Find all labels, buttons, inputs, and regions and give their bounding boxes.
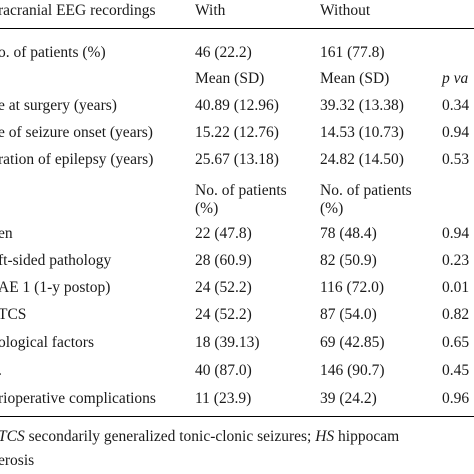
table-footnote-line2: erosis [0,452,35,469]
row-label: ration of epilepsy (years) [0,151,154,168]
without-value: 69 (42.85) [320,334,385,351]
with-value: 22 (47.8) [195,225,252,242]
with-value: 40.89 (12.96) [195,97,279,114]
row-label: TCS [0,306,27,323]
p-value: p va [442,70,469,87]
p-value: 0.82 [442,306,470,323]
without-value: 14.53 (10.73) [320,124,404,141]
p-value: 0.96 [442,390,470,407]
p-value: 0.23 [442,252,470,269]
with-value: 18 (39.13) [195,334,260,351]
row-label: e at surgery (years) [0,97,117,114]
footnote-def-tcs: secondarily generalized tonic-clonic sei… [24,428,316,445]
without-value: 116 (72.0) [320,279,384,296]
row-label: ological factors [0,334,94,351]
p-value: 0.94 [442,124,470,141]
with-value: 24 (52.2) [195,306,252,323]
row-label: en [0,225,13,242]
header-without: Without [320,2,371,19]
without-value: 39.32 (13.38) [320,97,404,114]
footnote-abbr-hs: HS [315,428,335,445]
p-value: 0.65 [442,334,470,351]
with-value: 11 (23.9) [195,390,252,407]
with-value: 24 (52.2) [195,279,252,296]
row-label: AE 1 (1-y postop) [0,279,111,296]
with-value: 25.67 (13.18) [195,151,279,168]
without-value: 146 (90.7) [320,362,385,379]
without-value: 24.82 (14.50) [320,151,404,168]
without-value: 39 (24.2) [320,390,377,407]
without-subheader: No. of patients (%) [320,182,412,217]
with-value: 40 (87.0) [195,362,252,379]
with-value: Mean (SD) [195,70,265,87]
without-value: 87 (54.0) [320,306,377,323]
bottom-rule [0,416,474,417]
header-with: With [195,2,226,19]
without-value: 78 (48.4) [320,225,377,242]
with-value: 46 (22.2) [195,44,252,61]
with-value: 28 (60.9) [195,252,252,269]
header-rule [0,28,474,29]
row-label: e of seizure onset (years) [0,124,153,141]
row-label: rioperative complications [0,390,156,407]
with-subheader: No. of patients (%) [195,182,287,217]
with-value: 15.22 (12.76) [195,124,279,141]
row-label: ft-sided pathology [0,252,112,269]
table-footnote: TCS secondarily generalized tonic-clonic… [0,426,474,448]
row-label: . [0,362,2,380]
p-value: 0.94 [442,225,470,242]
p-value: 0.53 [442,151,470,168]
footnote-abbr-tcs: TCS [0,428,25,445]
p-value: 0.45 [442,362,470,379]
without-value: 161 (77.8) [320,44,385,61]
p-value: 0.34 [442,97,470,114]
row-label: o. of patients (%) [0,44,106,61]
without-value: 82 (50.9) [320,252,377,269]
header-variable: racranial EEG recordings [0,2,156,19]
without-value: Mean (SD) [320,70,390,87]
footnote-def-hs: hippocam [334,428,400,445]
p-value: 0.01 [442,279,470,296]
